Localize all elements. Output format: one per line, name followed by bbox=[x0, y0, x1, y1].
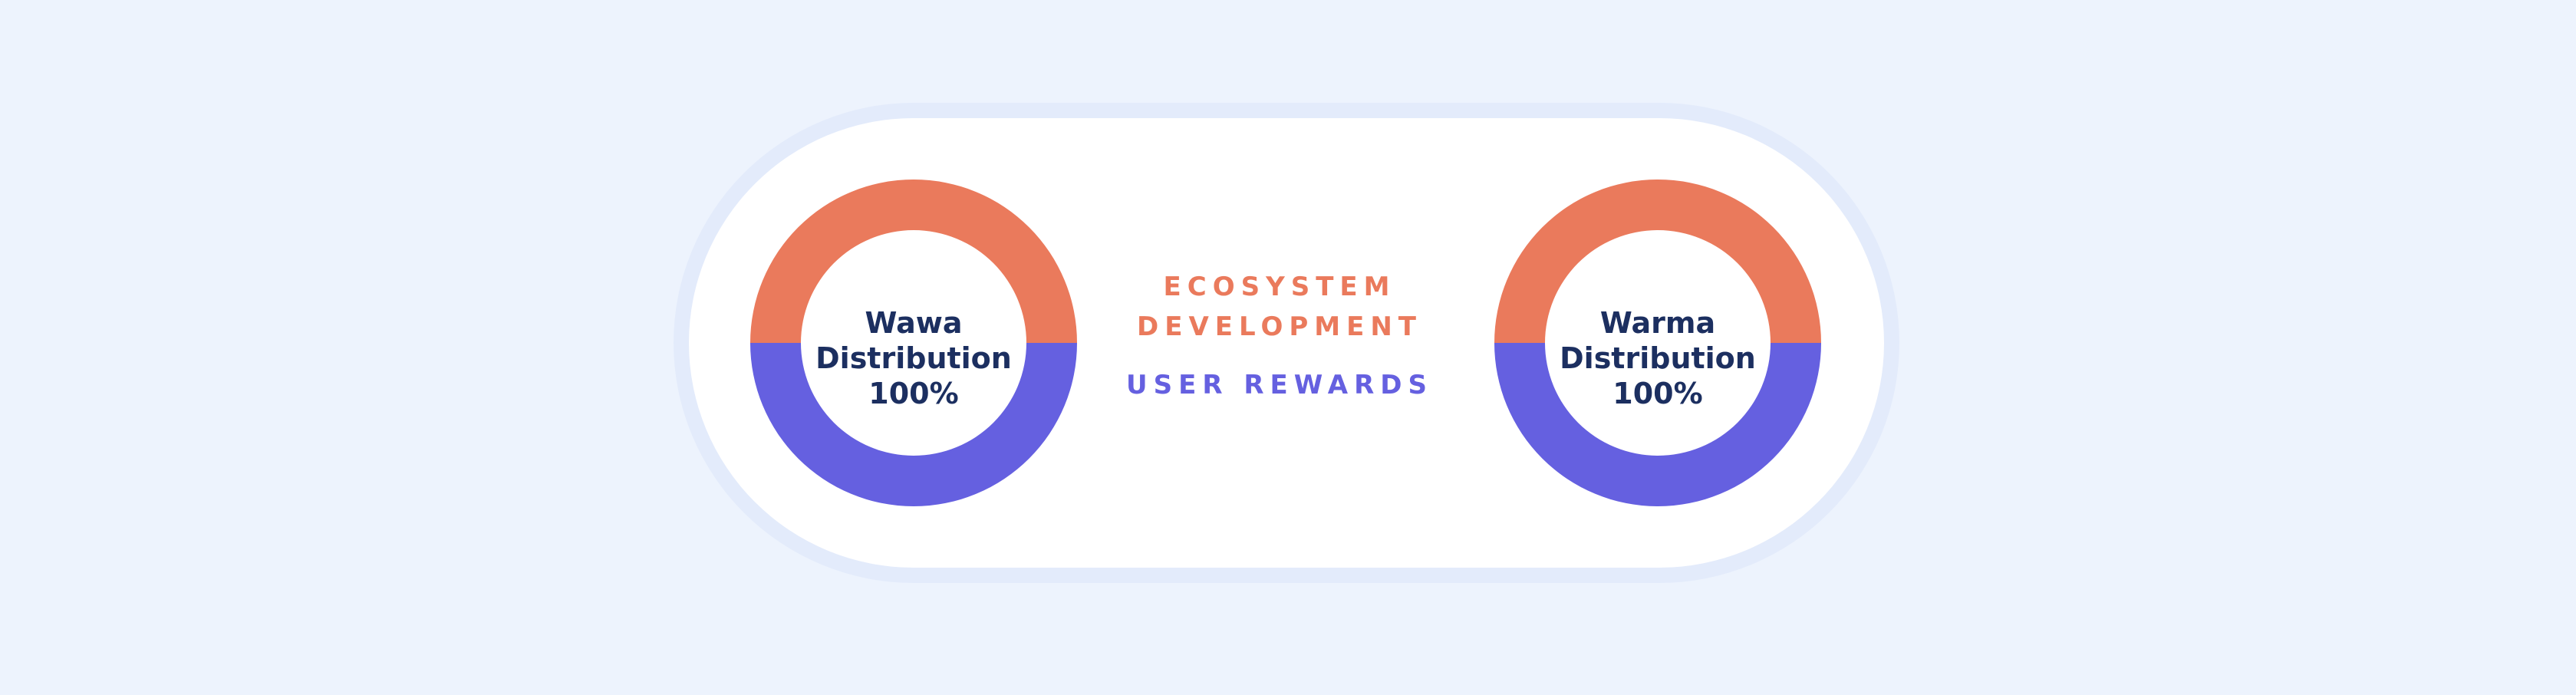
warma-donut-chart bbox=[1494, 180, 1821, 506]
warma-percent: 100% bbox=[1612, 377, 1703, 410]
donut-slice-ecosystem-development bbox=[750, 180, 1077, 343]
donut-slice-user-rewards bbox=[1494, 343, 1821, 506]
donut-slice-user-rewards bbox=[750, 343, 1077, 506]
warma-center-label: Warma Distribution 100% bbox=[1543, 305, 1773, 411]
legend-rewards: USER REWARDS bbox=[1065, 365, 1494, 405]
warma-title: Warma bbox=[1599, 306, 1716, 340]
legend-ecosystem-line-1: ECOSYSTEM bbox=[1163, 272, 1396, 302]
wawa-center-label: Wawa Distribution 100% bbox=[799, 305, 1029, 411]
warma-subtitle: Distribution bbox=[1560, 341, 1756, 375]
wawa-donut-chart bbox=[750, 180, 1077, 506]
legend-ecosystem: ECOSYSTEM DEVELOPMENT bbox=[1065, 267, 1494, 347]
wawa-title: Wawa bbox=[865, 306, 963, 340]
wawa-subtitle: Distribution bbox=[815, 341, 1012, 375]
legend-rewards-line: USER REWARDS bbox=[1126, 370, 1433, 400]
donut-slice-ecosystem-development bbox=[1494, 180, 1821, 343]
legend-ecosystem-line-2: DEVELOPMENT bbox=[1137, 311, 1422, 342]
wawa-percent: 100% bbox=[868, 377, 959, 410]
